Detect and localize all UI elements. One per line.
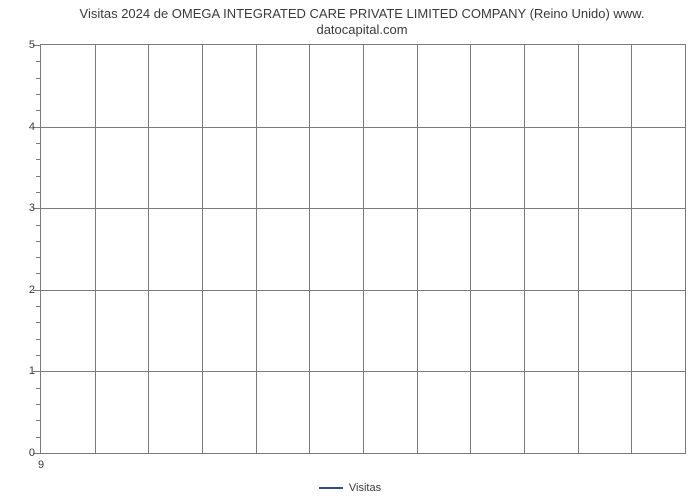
gridline-v: [363, 45, 364, 453]
chart-container: Visitas 2024 de OMEGA INTEGRATED CARE PR…: [0, 0, 700, 500]
gridline-v: [148, 45, 149, 453]
gridline-v: [417, 45, 418, 453]
legend: Visitas: [0, 482, 700, 494]
title-line2: datocapital.com: [316, 22, 407, 37]
y-minor-tick: [36, 388, 41, 389]
y-minor-tick: [36, 437, 41, 438]
y-axis-label: 1: [13, 365, 35, 377]
gridline-v: [470, 45, 471, 453]
y-minor-tick: [36, 420, 41, 421]
plot-area: 9 012345: [40, 44, 686, 454]
y-minor-tick: [36, 339, 41, 340]
y-minor-tick: [36, 94, 41, 95]
y-minor-tick: [36, 176, 41, 177]
y-axis-label: 0: [13, 447, 35, 459]
y-minor-tick: [36, 61, 41, 62]
legend-label: Visitas: [349, 482, 381, 494]
y-minor-tick: [36, 257, 41, 258]
y-axis-label: 2: [13, 284, 35, 296]
y-minor-tick: [36, 78, 41, 79]
gridline-v: [631, 45, 632, 453]
y-minor-tick: [36, 225, 41, 226]
y-axis-label: 4: [13, 121, 35, 133]
y-minor-tick: [36, 355, 41, 356]
gridline-v: [524, 45, 525, 453]
y-axis-label: 3: [13, 202, 35, 214]
y-minor-tick: [36, 110, 41, 111]
y-minor-tick: [36, 273, 41, 274]
gridline-v: [95, 45, 96, 453]
y-minor-tick: [36, 143, 41, 144]
chart-title: Visitas 2024 de OMEGA INTEGRATED CARE PR…: [36, 6, 688, 39]
y-minor-tick: [36, 306, 41, 307]
gridline-v: [578, 45, 579, 453]
title-line1: Visitas 2024 de OMEGA INTEGRATED CARE PR…: [80, 6, 645, 21]
x-axis-label: 9: [38, 459, 44, 471]
y-minor-tick: [36, 159, 41, 160]
y-axis-label: 5: [13, 39, 35, 51]
gridline-v: [309, 45, 310, 453]
legend-swatch: [319, 487, 343, 490]
y-minor-tick: [36, 322, 41, 323]
y-minor-tick: [36, 241, 41, 242]
y-minor-tick: [36, 404, 41, 405]
gridline-v: [256, 45, 257, 453]
gridline-v: [202, 45, 203, 453]
y-minor-tick: [36, 192, 41, 193]
